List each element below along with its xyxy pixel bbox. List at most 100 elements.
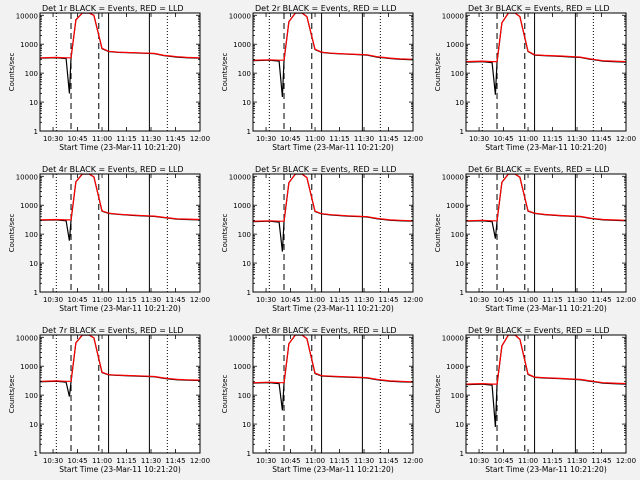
y-tick-label: 100 bbox=[238, 70, 251, 78]
panel-title: Det 2r BLACK = Events, RED = LLD bbox=[255, 4, 397, 13]
x-tick-label: 11:45 bbox=[165, 296, 185, 304]
panel-title: Det 8r BLACK = Events, RED = LLD bbox=[255, 326, 397, 335]
x-tick-label: 10:30 bbox=[43, 135, 63, 143]
plot-frame bbox=[252, 12, 414, 132]
y-tick-label: 1 bbox=[34, 128, 38, 136]
x-axis-label: Start Time (23-Mar-11 10:21:20) bbox=[272, 465, 394, 474]
x-tick-label: 11:45 bbox=[591, 135, 611, 143]
y-tick-label: 1000 bbox=[233, 202, 251, 210]
x-tick-label: 11:45 bbox=[378, 296, 398, 304]
data-layer bbox=[466, 174, 626, 292]
y-tick-label: 10000 bbox=[16, 12, 38, 20]
y-tick-label: 1000 bbox=[446, 202, 464, 210]
x-tick-label: 10:45 bbox=[67, 135, 87, 143]
plot-frame bbox=[39, 334, 201, 454]
plot-area bbox=[466, 335, 626, 453]
data-layer bbox=[40, 13, 200, 131]
series-line-lld bbox=[40, 13, 200, 59]
x-tick-label: 11:15 bbox=[542, 457, 562, 465]
x-tick-label: 11:45 bbox=[165, 457, 185, 465]
plot-area bbox=[466, 174, 626, 292]
x-tick-label: 12:00 bbox=[616, 296, 636, 304]
plot-frame bbox=[252, 173, 414, 293]
x-axis-label: Start Time (23-Mar-11 10:21:20) bbox=[485, 465, 607, 474]
x-tick-label: 10:45 bbox=[67, 296, 87, 304]
y-tick-label: 1 bbox=[34, 289, 38, 297]
x-tick-label: 11:00 bbox=[305, 457, 325, 465]
x-tick-label: 11:30 bbox=[141, 457, 161, 465]
x-tick-label: 11:15 bbox=[329, 135, 349, 143]
x-tick-label: 10:45 bbox=[493, 457, 513, 465]
y-axis-label: Counts/sec bbox=[8, 375, 16, 414]
plot-frame bbox=[39, 173, 201, 293]
detector-panel-7: 1 10 100 1000 10000 10:30 10:45 11:00 11:15 11:30… bbox=[8, 326, 210, 474]
y-tick-label: 1 bbox=[34, 450, 38, 458]
y-tick-label: 1 bbox=[460, 289, 464, 297]
x-axis-label: Start Time (23-Mar-11 10:21:20) bbox=[272, 304, 394, 313]
x-tick-label: 10:30 bbox=[43, 296, 63, 304]
series-line-lld bbox=[253, 335, 413, 384]
plot-area bbox=[40, 174, 200, 292]
x-tick-label: 11:00 bbox=[305, 296, 325, 304]
y-tick-label: 100 bbox=[25, 70, 38, 78]
plot-frame bbox=[465, 173, 627, 293]
plot-frame bbox=[465, 12, 627, 132]
y-tick-label: 100 bbox=[238, 231, 251, 239]
detector-panel-2: 1 10 100 1000 10000 10:30 10:45 11:00 11:15 11:30… bbox=[221, 4, 423, 152]
x-tick-label: 11:45 bbox=[165, 135, 185, 143]
panel-title: Det 3r BLACK = Events, RED = LLD bbox=[468, 4, 610, 13]
detector-panel-6: 1 10 100 1000 10000 10:30 10:45 11:00 11:15 11:30… bbox=[434, 165, 636, 313]
y-tick-label: 10 bbox=[29, 99, 38, 107]
y-tick-label: 100 bbox=[451, 70, 464, 78]
x-tick-label: 11:30 bbox=[141, 296, 161, 304]
y-axis-label: Counts/sec bbox=[8, 53, 16, 92]
x-tick-label: 10:30 bbox=[256, 135, 276, 143]
y-tick-label: 10 bbox=[455, 421, 464, 429]
x-tick-label: 11:45 bbox=[591, 296, 611, 304]
x-tick-label: 10:30 bbox=[469, 296, 489, 304]
series-line-lld bbox=[466, 335, 626, 385]
panel-title: Det 7r BLACK = Events, RED = LLD bbox=[42, 326, 184, 335]
x-tick-label: 11:30 bbox=[354, 457, 374, 465]
panel-title: Det 5r BLACK = Events, RED = LLD bbox=[255, 165, 397, 174]
x-tick-label: 11:15 bbox=[116, 296, 136, 304]
y-tick-label: 10000 bbox=[16, 334, 38, 342]
x-tick-label: 10:30 bbox=[256, 457, 276, 465]
data-layer bbox=[253, 174, 413, 292]
y-tick-label: 10 bbox=[29, 260, 38, 268]
x-tick-label: 10:45 bbox=[493, 135, 513, 143]
data-layer bbox=[466, 13, 626, 131]
x-tick-label: 12:00 bbox=[403, 296, 423, 304]
x-axis-label: Start Time (23-Mar-11 10:21:20) bbox=[59, 143, 181, 152]
x-axis-label: Start Time (23-Mar-11 10:21:20) bbox=[485, 304, 607, 313]
detector-panel-4: 1 10 100 1000 10000 10:30 10:45 11:00 11:15 11:30… bbox=[8, 165, 210, 313]
plot-area bbox=[253, 174, 413, 292]
y-tick-label: 10000 bbox=[442, 334, 464, 342]
y-axis-label: Counts/sec bbox=[221, 375, 229, 414]
y-tick-label: 1 bbox=[460, 450, 464, 458]
plot-frame bbox=[39, 12, 201, 132]
series-line-lld bbox=[253, 13, 413, 61]
detector-panel-1: 1 10 100 1000 10000 10:30 10:45 11:00 11:15 11:30… bbox=[8, 4, 210, 152]
panel-title: Det 6r BLACK = Events, RED = LLD bbox=[468, 165, 610, 174]
y-tick-label: 1000 bbox=[20, 363, 38, 371]
x-axis-label: Start Time (23-Mar-11 10:21:20) bbox=[59, 304, 181, 313]
x-tick-label: 10:30 bbox=[469, 135, 489, 143]
y-tick-label: 100 bbox=[451, 392, 464, 400]
x-tick-label: 10:30 bbox=[256, 296, 276, 304]
y-axis-label: Counts/sec bbox=[434, 53, 442, 92]
x-tick-label: 11:45 bbox=[378, 135, 398, 143]
y-tick-label: 10000 bbox=[229, 334, 251, 342]
x-tick-label: 10:45 bbox=[280, 296, 300, 304]
y-tick-label: 10 bbox=[29, 421, 38, 429]
y-tick-label: 10000 bbox=[442, 173, 464, 181]
y-tick-label: 1 bbox=[247, 128, 251, 136]
x-tick-label: 11:00 bbox=[92, 457, 112, 465]
x-tick-label: 11:15 bbox=[329, 296, 349, 304]
detector-panel-9: 1 10 100 1000 10000 10:30 10:45 11:00 11:15 11:30… bbox=[434, 326, 636, 474]
x-axis-label: Start Time (23-Mar-11 10:21:20) bbox=[485, 143, 607, 152]
series-line-lld bbox=[466, 13, 626, 63]
y-tick-label: 1000 bbox=[446, 363, 464, 371]
plot-frame bbox=[252, 334, 414, 454]
